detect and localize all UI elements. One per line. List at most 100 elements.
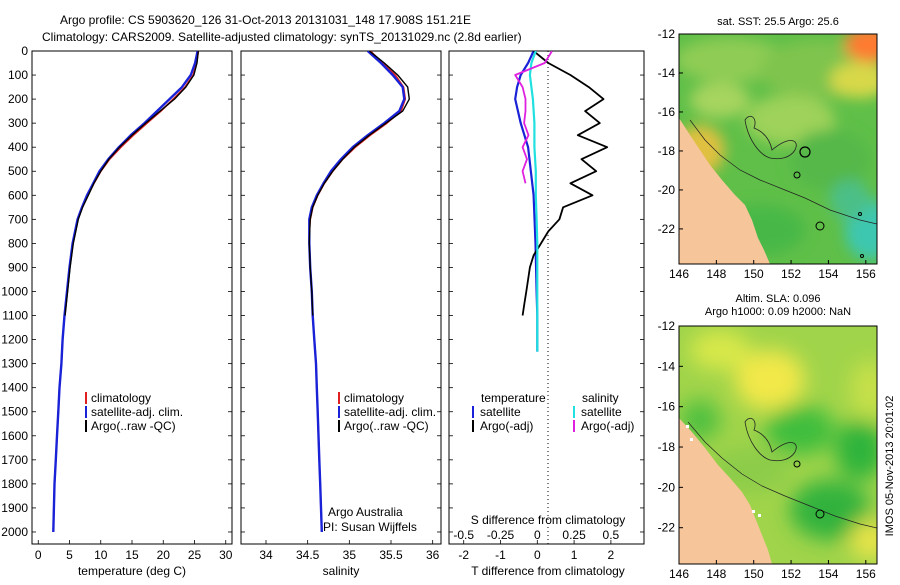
map-x-tick-label: 152 [781, 267, 801, 281]
map-x-tick-label: 154 [818, 267, 838, 281]
difference-panel-frame [448, 50, 645, 545]
s-diff-tick-label: -0.25 [487, 528, 515, 542]
series-line-1 [52, 51, 199, 533]
temperature-tick-label: 5 [66, 548, 73, 562]
sst-texture [679, 34, 877, 260]
salinity-series [308, 51, 410, 533]
map-y-tick-label: -20 [658, 480, 676, 494]
salinity-tick-label: 36 [426, 548, 440, 562]
salinity-tick-label: 34 [259, 548, 273, 562]
map-x-tick-label: 152 [781, 567, 801, 580]
s-diff-tick-label: 0 [534, 528, 541, 542]
map-x-tick-label: 156 [856, 567, 876, 580]
map-y-tick-label: -16 [658, 105, 676, 119]
salinity-tick-label: 35 [343, 548, 357, 562]
difference-series [514, 51, 609, 352]
depth-tick-label: 200 [8, 92, 28, 106]
title-line2: Climatology: CARS2009. Satellite-adjuste… [42, 30, 522, 44]
depth-tick-label: 1000 [1, 284, 28, 298]
map-y-tick-label: -12 [658, 319, 676, 333]
depth-tick-label: 900 [8, 260, 28, 274]
temperature-tick-label: 20 [157, 548, 171, 562]
legend-argo: Argo(..raw -QC) [91, 419, 176, 433]
temperature-tick-label: 15 [125, 548, 139, 562]
depth-tick-label: 0 [21, 44, 28, 58]
map-y-tick-label: -12 [658, 27, 676, 41]
depth-tick-label: 1300 [1, 357, 28, 371]
depth-tick-label: 1400 [1, 381, 28, 395]
legend-climatology: climatology [91, 391, 151, 405]
depth-tick-label: 700 [8, 212, 28, 226]
sst-map-axis: 146 148 150 152 154 156 -12 -14 -16 -18 -20 -22 [658, 27, 876, 281]
depth-tick-label: 1200 [1, 333, 28, 347]
sla-island [815, 509, 825, 519]
sst-island [860, 254, 864, 258]
depth-axis: 0 100 200 300 400 500 600 700 800 900 1000 1100 1200… [1, 44, 644, 539]
sla-contour [687, 421, 877, 529]
legend-argo: Argo(..raw -QC) [344, 419, 429, 433]
depth-tick-label: 1900 [1, 501, 28, 515]
sla-reef [744, 417, 797, 462]
map-y-tick-label: -18 [658, 144, 676, 158]
sla-map-frame [678, 325, 878, 565]
sla-map: Altim. SLA: 0.096 Argo h1000: 0.09 h2000… [658, 293, 896, 581]
map-y-tick-label: -14 [658, 359, 676, 373]
temperature-tick-label: 25 [188, 548, 202, 562]
sst-island [858, 212, 862, 216]
sst-map-frame [678, 33, 878, 265]
sla-land [679, 418, 772, 564]
sla-missing-cell [690, 438, 693, 441]
map-y-tick-label: -20 [658, 183, 676, 197]
map-y-tick-label: -18 [658, 440, 676, 454]
series-line-1 [521, 51, 609, 316]
legend-salinity-heading: salinity [582, 391, 619, 405]
series-line-2 [308, 51, 410, 316]
credit-pi: PI: Susan Wijffels [323, 520, 417, 534]
depth-tick-label: 400 [8, 140, 28, 154]
argo-position-marker [799, 146, 811, 158]
temperature-series [52, 51, 200, 533]
legend-satellite: satellite-adj. clim. [91, 405, 183, 419]
temperature-tick-label: 30 [219, 548, 233, 562]
legend-satellite: satellite-adj. clim. [344, 405, 436, 419]
series-line-2 [528, 51, 539, 352]
salinity-tick-label: 35.5 [379, 548, 403, 562]
depth-tick-label: 2000 [1, 525, 28, 539]
salinity-x-axis: 34 34.5 35 35.5 36 [259, 540, 440, 562]
sst-map: sat. SST: 25.5 Argo: 25.6 [658, 16, 878, 281]
depth-tick-label: 1100 [2, 309, 28, 323]
depth-tick-label: 100 [8, 68, 28, 82]
legend-climatology: climatology [344, 391, 404, 405]
t-difference-label: T difference from climatology [471, 564, 625, 578]
imos-timestamp: IMOS 05-Nov-2013 20:01:02 [884, 396, 896, 537]
legend-temp-argo: Argo(-adj) [480, 419, 533, 433]
difference-legend: temperature salinity satellite Argo(-adj… [472, 391, 634, 433]
salinity-legend: climatology satellite-adj. clim. Argo(..… [323, 391, 436, 534]
t-diff-tick-label: 1 [571, 548, 578, 562]
map-x-tick-label: 148 [706, 567, 726, 580]
title-line1: Argo profile: CS 5903620_126 31-Oct-2013… [60, 13, 471, 27]
depth-tick-label: 1800 [1, 477, 28, 491]
sla-map-title1: Altim. SLA: 0.096 [736, 293, 821, 305]
sla-map-axis: 146 148 150 152 154 156 -12 -14 -16 -18 -20 -22 [658, 319, 876, 581]
temperature-panel-frame [31, 50, 233, 545]
legend-temp-satellite: satellite [480, 405, 521, 419]
legend-temperature-heading: temperature [481, 391, 546, 405]
sst-map-title: sat. SST: 25.5 Argo: 25.6 [717, 16, 839, 28]
sla-island [793, 460, 801, 468]
map-x-tick-label: 146 [669, 267, 689, 281]
credit-argo-australia: Argo Australia [328, 505, 403, 519]
salinity-xlabel: salinity [323, 564, 360, 578]
map-x-tick-label: 148 [706, 267, 726, 281]
temperature-tick-label: 0 [35, 548, 42, 562]
map-x-tick-label: 154 [818, 567, 838, 580]
temperature-x-axis: 0 5 10 15 20 25 30 [35, 540, 233, 562]
series-line-2 [64, 51, 199, 316]
s-diff-tick-label: -0.5 [453, 528, 474, 542]
sla-missing-cell [752, 510, 755, 513]
sla-map-title2: Argo h1000: 0.09 h2000: NaN [705, 306, 851, 318]
depth-tick-label: 500 [8, 164, 28, 178]
legend-sal-satellite: satellite [581, 405, 622, 419]
sla-texture [680, 330, 877, 560]
sst-reef [744, 115, 797, 160]
